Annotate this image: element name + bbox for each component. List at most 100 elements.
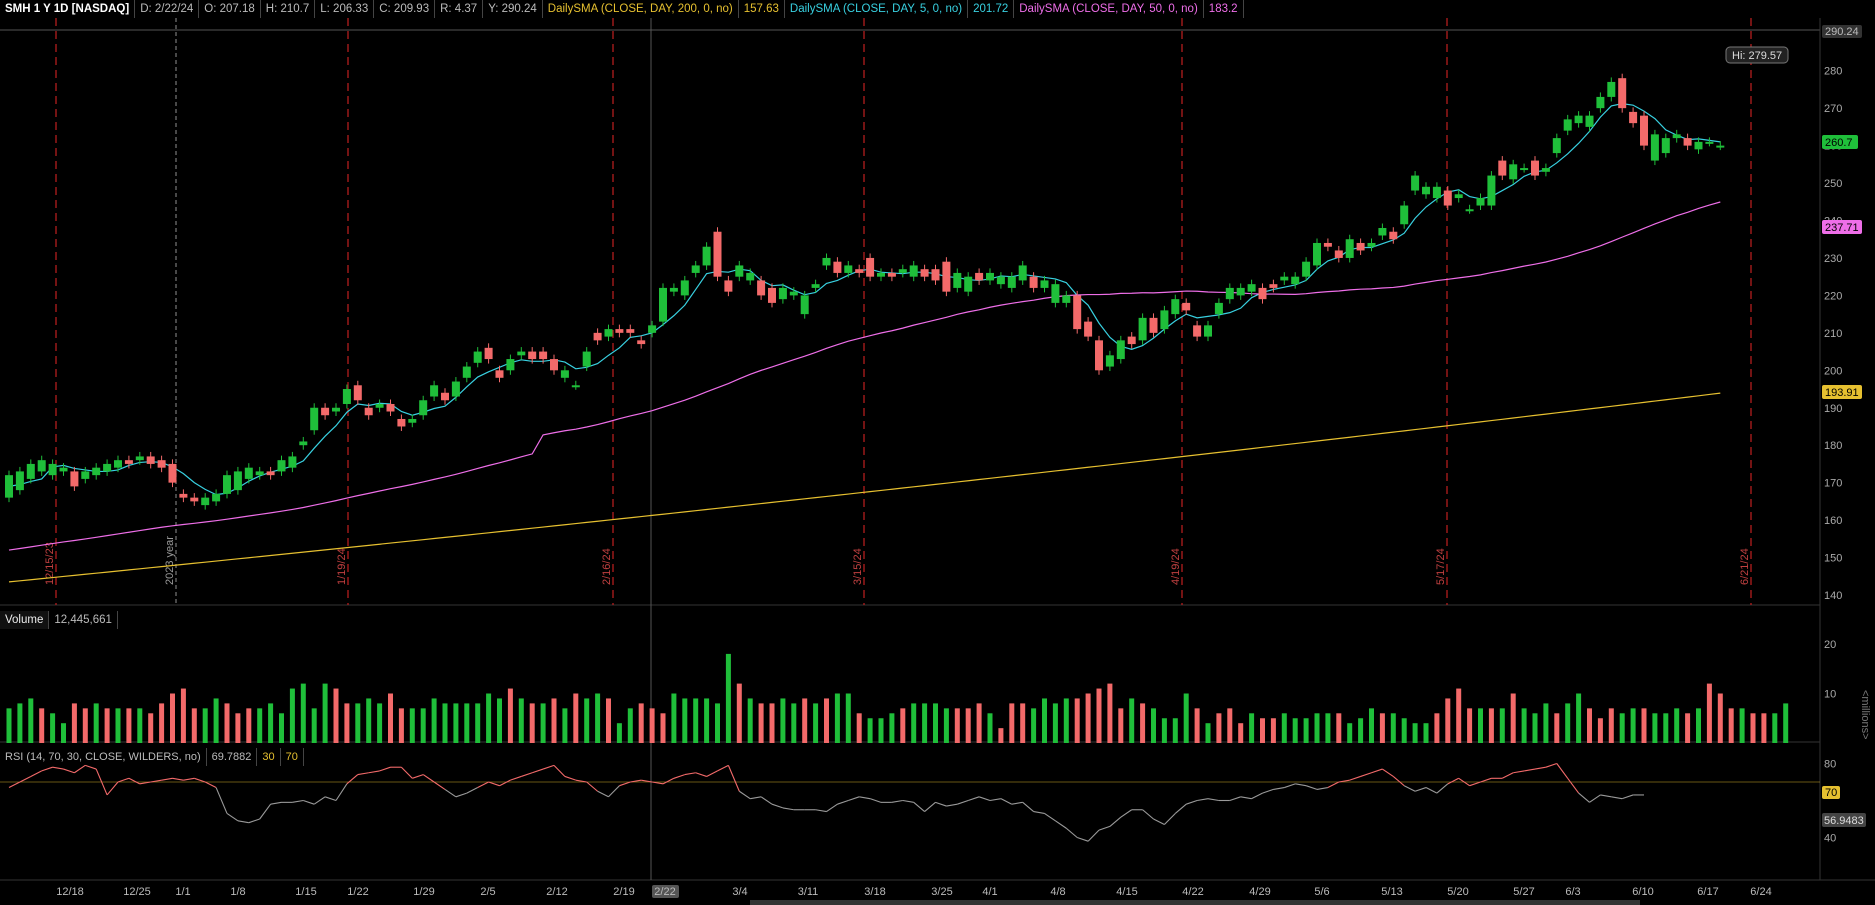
rsi-segment: [1622, 794, 1634, 800]
candle: [244, 467, 253, 479]
rsi-label[interactable]: RSI (14, 70, 30, CLOSE, WILDERS, no): [0, 748, 207, 766]
candle: [986, 272, 994, 281]
volume-bar: [573, 693, 579, 743]
candle: [1378, 227, 1387, 236]
volume-bar: [1260, 718, 1265, 743]
date-tick-label: 3/4: [732, 886, 747, 898]
rsi-segment: [412, 774, 424, 779]
volume-bar: [660, 713, 666, 743]
volume-bar: [355, 703, 361, 743]
event-label: 3/15/24: [852, 548, 864, 585]
candle: [364, 407, 373, 416]
volume-label[interactable]: Volume: [0, 611, 50, 629]
rsi-segment: [935, 801, 947, 807]
rsi-segment: [204, 781, 217, 789]
candle: [909, 265, 918, 277]
volume-bar: [289, 688, 295, 743]
candle: [866, 257, 875, 277]
volume-bar: [224, 703, 230, 743]
date-tick-label: 4/1: [982, 886, 997, 898]
rsi-segment: [444, 788, 457, 798]
candle: [92, 467, 101, 476]
rsi-segment: [41, 766, 53, 772]
candle: [560, 370, 569, 378]
volume-bar: [93, 703, 99, 743]
rsi-segment: [1120, 809, 1133, 818]
candle: [1563, 119, 1572, 131]
candle: [964, 276, 973, 292]
sma200-label[interactable]: DailySMA (CLOSE, DAY, 200, 0, no): [543, 0, 739, 18]
volume-bar: [1488, 708, 1494, 743]
candle: [1596, 96, 1605, 109]
candle: [223, 475, 231, 494]
candle: [266, 471, 275, 476]
rsi-segment: [477, 781, 489, 789]
rsi-segment: [1600, 794, 1612, 798]
candle: [1465, 209, 1474, 212]
price-tick-label: 200: [1824, 365, 1842, 377]
rsi-segment: [106, 781, 119, 796]
date-tick-label: 3/25: [931, 886, 952, 898]
candle: [1280, 276, 1289, 281]
sma50-label[interactable]: DailySMA (CLOSE, DAY, 50, 0, no): [1014, 0, 1204, 18]
candle: [1127, 336, 1136, 345]
candle: [648, 325, 657, 333]
volume-bar: [1238, 723, 1244, 743]
candle: [975, 272, 984, 281]
candle: [168, 463, 177, 483]
candle: [691, 265, 700, 273]
high-callout-text: Hi: 279.57: [1732, 50, 1782, 62]
rsi-segment: [815, 809, 827, 813]
volume-bars: [6, 653, 1789, 743]
sma5-label[interactable]: DailySMA (CLOSE, DAY, 5, 0, no): [785, 0, 969, 18]
crosshair-date-tag: [652, 885, 679, 898]
volume-bar: [1325, 713, 1331, 743]
volume-bar: [1434, 713, 1440, 743]
price-tick-label: 210: [1824, 328, 1842, 340]
date-tick-label: 6/17: [1697, 886, 1718, 898]
candle: [37, 460, 46, 472]
candle: [1422, 186, 1430, 195]
time-scrollbar[interactable]: [750, 900, 1640, 905]
volume-bar: [933, 703, 938, 743]
rsi-segment: [63, 768, 75, 774]
candle: [1585, 115, 1594, 127]
rsi-segment: [575, 779, 587, 783]
candle: [1574, 115, 1583, 124]
volume-bar: [1107, 683, 1113, 743]
candle: [114, 460, 122, 468]
rsi-segment: [902, 799, 914, 803]
volume-bar: [1532, 713, 1538, 743]
volume-bar: [431, 698, 437, 743]
rsi-segment: [641, 779, 653, 783]
rsi-segment: [913, 801, 925, 813]
rsi-segment: [1022, 801, 1034, 813]
rsi-segment: [1513, 770, 1525, 774]
rsi-segment: [95, 768, 108, 796]
rsi-segment: [1153, 818, 1165, 826]
symbol-label[interactable]: SMH 1 Y 1D [NASDAQ]: [0, 0, 136, 18]
rsi-segment: [673, 774, 685, 779]
volume-bar: [1587, 708, 1592, 743]
rsi-segment: [466, 787, 478, 794]
candle: [332, 407, 340, 412]
rsi-segment: [521, 772, 533, 777]
rsi-segment: [662, 777, 675, 785]
candle: [582, 351, 591, 367]
candle: [1487, 175, 1496, 206]
volume-bar: [540, 703, 546, 743]
volume-bar: [693, 698, 699, 743]
candle: [604, 329, 613, 337]
rsi-segment: [1077, 836, 1089, 842]
volume-bar: [1674, 708, 1680, 743]
rsi-segment: [924, 801, 936, 813]
candle: [1105, 355, 1114, 367]
volume-bar: [1565, 703, 1571, 743]
rsi-segment: [630, 779, 642, 783]
top-price-tag: 290.24: [1822, 25, 1862, 38]
candle: [1552, 138, 1561, 154]
volume-bar: [1761, 713, 1767, 743]
rsi-segment: [52, 766, 64, 770]
rsi-segment: [270, 801, 282, 805]
